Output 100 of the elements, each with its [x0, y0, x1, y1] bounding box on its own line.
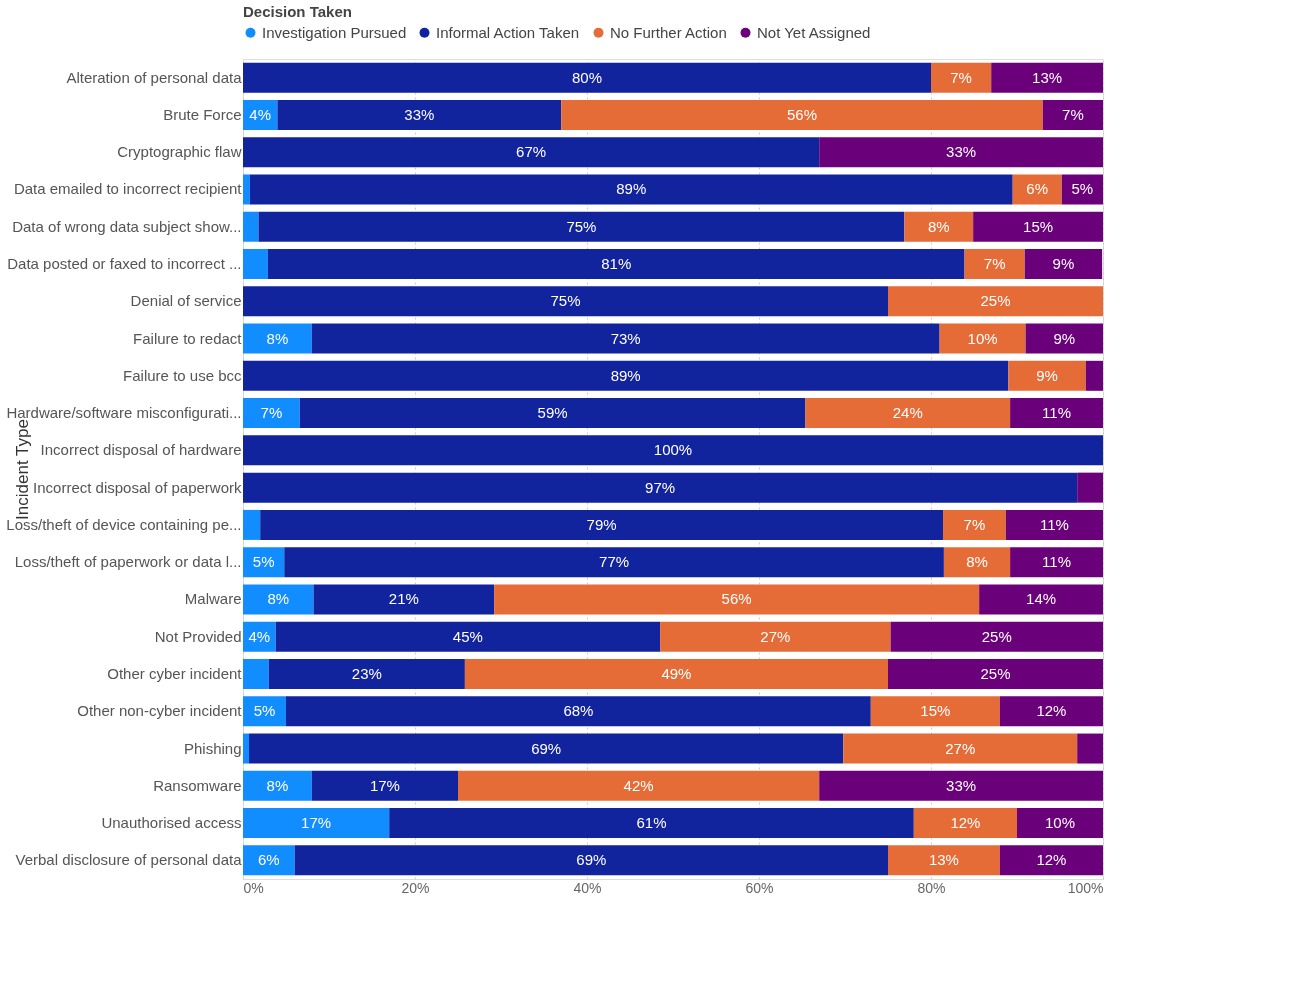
data-label: 12%	[1036, 702, 1067, 720]
data-label: 6%	[257, 851, 280, 869]
data-label: 13%	[1032, 68, 1063, 86]
data-label: 9%	[1052, 255, 1075, 272]
data-label: 11%	[1039, 515, 1069, 533]
data-label: 4%	[249, 105, 272, 123]
data-label: 11%	[1042, 404, 1072, 422]
data-label: 25%	[980, 665, 1011, 682]
data-label: 23%	[351, 665, 382, 682]
legend-label: Informal Action Taken	[436, 23, 580, 41]
data-label: 24%	[892, 404, 923, 422]
data-label: 27%	[760, 627, 791, 645]
y-tick-label: Not Provided	[154, 627, 242, 645]
y-tick-label: Data posted or faxed to incorrect ...	[7, 255, 242, 272]
data-label: 7%	[1062, 105, 1084, 123]
data-label: 75%	[550, 292, 581, 310]
data-label: 8%	[266, 329, 289, 347]
data-label: 9%	[1036, 366, 1058, 384]
y-tick-label: Incorrect disposal of paperwork	[33, 478, 242, 496]
legend-label: Investigation Pursued	[262, 23, 407, 41]
data-label: 17%	[301, 814, 332, 832]
data-label: 77%	[599, 553, 630, 571]
data-label: 17%	[369, 776, 400, 794]
data-label: 33%	[946, 143, 977, 161]
x-tick-label: 80%	[917, 879, 946, 896]
y-tick-label: Other non-cyber incident	[77, 702, 243, 720]
data-label: 8%	[267, 590, 290, 608]
data-label: 12%	[1036, 851, 1067, 869]
data-label: 61%	[636, 814, 667, 832]
data-label: 45%	[452, 627, 483, 645]
y-tick-label: Failure to use bcc	[123, 366, 242, 384]
data-label: 7%	[260, 404, 283, 422]
data-label: 6%	[1026, 180, 1049, 198]
data-label: 79%	[586, 515, 617, 533]
y-tick-label: Alteration of personal data	[66, 68, 243, 86]
data-label: 9%	[1053, 329, 1076, 347]
y-tick-label: Data of wrong data subject show...	[12, 217, 242, 235]
data-label: 13%	[928, 851, 959, 869]
data-label: 49%	[661, 665, 692, 682]
x-tick-label: 20%	[401, 879, 430, 896]
data-label: 15%	[920, 702, 951, 720]
y-axis-title: Incident Type	[12, 419, 32, 520]
data-label: 8%	[966, 553, 988, 571]
data-label: 56%	[721, 590, 752, 608]
data-label: 7%	[963, 515, 986, 533]
data-label: 100%	[653, 441, 693, 459]
y-tick-label: Data emailed to incorrect recipient	[13, 180, 243, 198]
data-label: 7%	[950, 68, 972, 86]
y-tick-label: Phishing	[183, 739, 242, 757]
data-label: 5%	[252, 553, 275, 571]
y-tick-label: Brute Force	[163, 105, 242, 123]
data-label: 4%	[248, 627, 271, 645]
data-label: 8%	[927, 217, 950, 235]
data-label: 56%	[786, 105, 818, 123]
data-label: 5%	[1071, 180, 1094, 198]
data-label: 33%	[946, 776, 977, 794]
data-label: 67%	[516, 143, 547, 161]
data-label: 5%	[253, 702, 276, 720]
data-label: 68%	[563, 702, 594, 720]
data-label: 7%	[983, 255, 1006, 272]
y-tick-label: Malware	[184, 590, 242, 608]
y-tick-label: Incorrect disposal of hardware	[40, 441, 242, 459]
data-label: 73%	[610, 329, 641, 347]
y-tick-label: Other cyber incident	[107, 665, 243, 682]
data-label: 33%	[404, 105, 435, 123]
data-label: 69%	[531, 739, 562, 757]
x-tick-label: 100%	[1067, 879, 1104, 896]
data-label: 11%	[1042, 553, 1072, 571]
y-tick-label: Loss/theft of paperwork or data l...	[14, 553, 242, 571]
data-label: 81%	[601, 255, 632, 272]
legend-title: Decision Taken	[243, 3, 352, 20]
data-label: 80%	[571, 68, 603, 86]
data-label: 10%	[967, 329, 998, 347]
y-tick-label: Failure to redact	[133, 329, 243, 347]
legend-label: Not Yet Assigned	[757, 23, 871, 41]
y-tick-label: Cryptographic flaw	[117, 143, 242, 161]
data-label: 69%	[576, 851, 607, 869]
legend-label: No Further Action	[610, 23, 727, 41]
x-tick-label: 40%	[573, 879, 602, 896]
y-tick-label: Ransomware	[153, 776, 242, 794]
data-label: 12%	[950, 814, 981, 832]
data-label: 97%	[645, 478, 676, 496]
data-label: 25%	[980, 292, 1011, 310]
x-tick-label: 0%	[243, 879, 264, 896]
y-tick-label: Verbal disclosure of personal data	[15, 851, 243, 869]
data-label: 59%	[537, 404, 568, 422]
y-tick-label: Denial of service	[130, 292, 242, 310]
data-label: 42%	[623, 776, 654, 794]
data-label: 15%	[1023, 217, 1054, 235]
data-label: 27%	[945, 739, 976, 757]
x-tick-label: 60%	[745, 879, 774, 896]
data-label: 75%	[566, 217, 597, 235]
y-tick-label: Unauthorised access	[101, 814, 242, 832]
data-label: 10%	[1044, 814, 1076, 832]
data-label: 25%	[981, 627, 1012, 645]
data-label: 8%	[266, 776, 289, 794]
data-label: 89%	[616, 180, 647, 198]
data-label: 89%	[610, 366, 641, 384]
data-label: 14%	[1026, 590, 1057, 608]
data-label: 21%	[388, 590, 419, 608]
